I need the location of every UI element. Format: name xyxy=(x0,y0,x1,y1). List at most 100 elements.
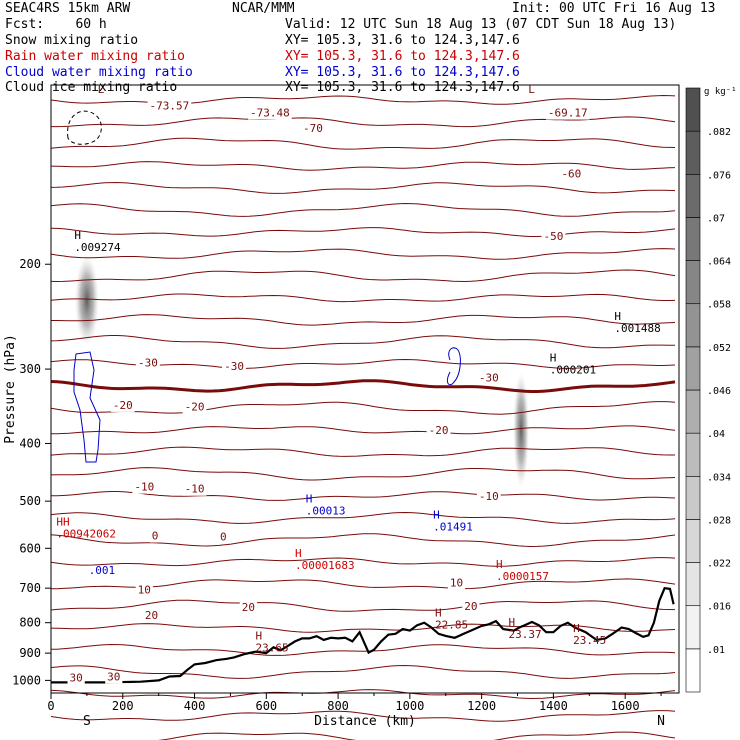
colorbar-segment xyxy=(685,562,701,607)
contour-label-bg xyxy=(559,168,584,181)
x-tick-label: 1600 xyxy=(611,699,640,713)
isotherm-line xyxy=(50,293,676,303)
y-tick-label: 300 xyxy=(19,362,41,376)
extremum-value: .001488 xyxy=(614,322,660,335)
contour-label-bg xyxy=(182,401,207,414)
contour-label: -20 xyxy=(185,400,205,413)
model-title: SEAC4RS 15km ARW xyxy=(5,1,131,16)
extremum-mark: H xyxy=(435,606,442,619)
x-tick-label: 800 xyxy=(327,699,349,713)
contour-label: -10 xyxy=(134,481,154,494)
isotherm-line xyxy=(50,335,676,349)
extremum-value: 23.65 xyxy=(256,642,289,655)
colorbar-label: .046 xyxy=(707,386,731,397)
isotherm-line xyxy=(50,137,676,150)
init-time: Init: 00 UTC Fri 16 Aug 13 xyxy=(512,1,716,16)
contour-label: 20 xyxy=(145,609,158,622)
colorbar-unit: g kg⁻¹ xyxy=(704,87,737,97)
colorbar-segment xyxy=(685,519,701,563)
field-xy-rain: XY= 105.3, 31.6 to 124.3,147.6 xyxy=(285,49,520,64)
colorbar: .01 .016 .022 .028 .034 .04 .046 .052 .058 .064 .0… xyxy=(685,87,737,693)
colorbar-label: .01 xyxy=(707,645,725,656)
isotherm-line xyxy=(50,94,676,105)
colorbar-segment xyxy=(685,87,701,132)
colorbar-label: .07 xyxy=(707,213,725,224)
temperature-contours xyxy=(50,94,676,740)
contour-label-bg xyxy=(132,481,157,494)
contour-label-bg xyxy=(217,531,229,544)
contour-label-bg xyxy=(239,602,257,615)
contour-label: -73.48 xyxy=(250,107,290,120)
colorbar-label: .076 xyxy=(707,170,731,181)
field-xy-cloud-water: XY= 105.3, 31.6 to 124.3,147.6 xyxy=(285,65,520,80)
y-tick-label: 200 xyxy=(19,257,41,271)
extremum-mark: HH xyxy=(56,515,69,528)
snow-shading-blob xyxy=(513,372,530,489)
contour-label-bg xyxy=(142,609,161,622)
contour-label: 0 xyxy=(220,530,227,543)
x-tick-label: 1000 xyxy=(395,699,424,713)
extremum-mark: H xyxy=(295,547,302,560)
x-tick-label: 1200 xyxy=(467,699,496,713)
contour-label: 20 xyxy=(464,600,477,613)
isotherm-line xyxy=(50,401,676,415)
isotherm-line xyxy=(50,379,676,393)
field-label-snow: Snow mixing ratio xyxy=(5,33,139,48)
isotherm-line xyxy=(51,116,676,128)
x-tick-label: 1400 xyxy=(539,699,568,713)
field-label-rain: Rain water mixing ratio xyxy=(5,49,186,64)
isotherm-line xyxy=(50,664,676,679)
extremum-mark: H xyxy=(509,616,516,629)
colorbar-label: .016 xyxy=(707,602,731,613)
contour-label: -20 xyxy=(429,424,449,437)
colorbar-segment xyxy=(685,389,701,434)
cloud-ice-outline xyxy=(67,110,102,145)
contour-label-bg xyxy=(222,360,246,373)
extremum-mark: H xyxy=(550,351,557,364)
field-label-cloud-water: Cloud water mixing ratio xyxy=(5,65,193,80)
extremum-value: .009274 xyxy=(74,241,121,254)
isotherm-line xyxy=(50,557,676,567)
contour-label: -30 xyxy=(138,356,158,369)
colorbar-label: .022 xyxy=(707,559,731,570)
extremum-value: .000201 xyxy=(550,363,596,376)
extremum-value: .00942062 xyxy=(56,527,116,540)
isotherm-line xyxy=(50,643,676,656)
extremum-value: .0000157 xyxy=(496,570,549,583)
extremum-value: 23.37 xyxy=(509,628,542,641)
contour-label-bg xyxy=(135,584,153,597)
colorbar-label: .064 xyxy=(707,257,731,268)
y-tick-label: 900 xyxy=(19,646,41,660)
isotherm-line xyxy=(158,731,676,740)
isotherm-line xyxy=(50,269,676,283)
isotherm-line xyxy=(50,533,676,548)
colorbar-segment xyxy=(685,475,701,520)
contour-label-bg xyxy=(149,530,161,543)
contour-label-bg xyxy=(105,671,123,684)
isotherm-line xyxy=(50,181,676,194)
extremum-mark: H xyxy=(306,492,313,505)
contour-label: 10 xyxy=(450,576,463,589)
isotherm-line xyxy=(50,227,676,237)
y-tick-label: 1000 xyxy=(12,673,41,687)
isotherm-line xyxy=(50,446,675,457)
plot-frame xyxy=(50,84,680,694)
isotherm-line xyxy=(50,511,676,524)
isotherm-line xyxy=(50,689,676,700)
contour-label: -70 xyxy=(303,122,323,135)
contour-label: -60 xyxy=(561,167,581,180)
colorbar-segment xyxy=(685,260,701,305)
extremum-mark: H xyxy=(256,630,263,643)
x-axis-title: Distance (km) xyxy=(314,714,416,729)
y-tick-label: 400 xyxy=(19,436,41,450)
extremum-mark: H xyxy=(614,310,621,323)
extremum-value: 23.45 xyxy=(573,634,606,647)
isotherm-line xyxy=(50,467,676,481)
extremum-mark: H xyxy=(433,508,440,521)
colorbar-segment xyxy=(685,605,701,650)
isotherm-line xyxy=(51,425,676,435)
mixing-ratio-shading xyxy=(74,255,530,489)
colorbar-label: .082 xyxy=(707,127,731,138)
contour-label: 0 xyxy=(152,530,159,543)
field-xy-cloud-ice: XY= 105.3, 31.6 to 124.3,147.6 xyxy=(285,80,520,95)
